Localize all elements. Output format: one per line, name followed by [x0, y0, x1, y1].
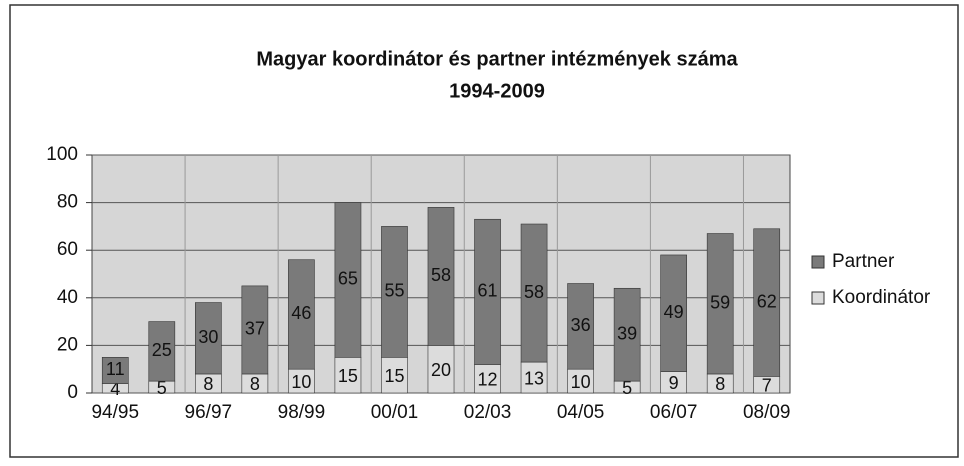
bar-segment	[288, 259, 315, 370]
bar-segment	[706, 233, 734, 375]
bar-segment	[195, 302, 222, 375]
x-tick-label: 00/01	[371, 402, 419, 423]
data-label: 15	[338, 366, 358, 386]
data-label: 62	[757, 291, 777, 311]
bar-segment	[334, 356, 362, 394]
chart-title: Magyar koordinátor és partner intézménye…	[256, 48, 738, 70]
data-label: 13	[524, 368, 544, 388]
data-label: 30	[198, 327, 218, 347]
y-tick-label: 20	[57, 334, 78, 355]
data-label: 55	[384, 281, 404, 301]
bar-segment	[567, 283, 594, 370]
bar-segment	[520, 361, 548, 394]
data-label: 65	[338, 269, 358, 289]
bar-segment	[660, 254, 687, 372]
x-tick-label: 94/95	[91, 402, 139, 423]
data-label: 58	[431, 265, 451, 285]
data-label: 4	[110, 379, 120, 399]
y-tick-label: 0	[67, 382, 78, 403]
x-tick-label: 04/05	[557, 402, 605, 423]
data-label: 20	[431, 360, 451, 380]
data-label: 59	[710, 293, 730, 313]
data-label: 5	[622, 378, 632, 398]
bar-segment	[520, 223, 548, 363]
data-label: 25	[152, 340, 172, 360]
bar-segment	[474, 364, 501, 394]
bar-segment	[241, 285, 269, 375]
legend-label: Koordinátor	[832, 287, 931, 308]
data-label: 39	[617, 323, 637, 343]
data-label: 58	[524, 282, 544, 302]
data-label: 11	[106, 359, 125, 379]
data-label: 8	[250, 374, 260, 394]
bar-segment	[427, 207, 455, 346]
bar-segment	[148, 321, 176, 382]
bar-segment	[381, 356, 408, 394]
x-tick-label: 98/99	[278, 402, 326, 423]
bar-segment	[381, 226, 408, 358]
x-tick-label: 96/97	[185, 402, 233, 423]
legend-swatch	[811, 291, 825, 305]
data-label: 49	[664, 302, 684, 322]
data-label: 36	[571, 315, 591, 335]
data-label: 61	[478, 281, 498, 301]
x-tick-label: 02/03	[464, 402, 512, 423]
y-tick-label: 60	[57, 239, 78, 260]
y-tick-label: 80	[57, 192, 78, 213]
data-label: 9	[669, 373, 679, 393]
bar-segment	[613, 287, 641, 382]
y-tick-label: 100	[46, 144, 78, 165]
y-tick-label: 40	[57, 287, 78, 308]
bar-segment	[753, 228, 781, 377]
chart-title: 1994-2009	[449, 80, 545, 102]
data-label: 8	[715, 374, 725, 394]
bar-segment	[334, 202, 362, 358]
data-label: 12	[478, 369, 498, 389]
data-label: 7	[762, 375, 772, 395]
data-label: 10	[291, 372, 311, 392]
bar-segment	[101, 356, 129, 384]
x-tick-label: 06/07	[650, 402, 698, 423]
legend-swatch	[811, 255, 825, 269]
data-label: 8	[203, 374, 213, 394]
bar-segment	[474, 218, 501, 365]
data-label: 5	[157, 378, 167, 398]
x-tick-label: 08/09	[743, 402, 791, 423]
data-label: 15	[384, 366, 404, 386]
data-label: 10	[571, 372, 591, 392]
legend-label: Partner	[832, 251, 895, 272]
data-label: 37	[245, 319, 265, 339]
data-label: 46	[291, 303, 311, 323]
